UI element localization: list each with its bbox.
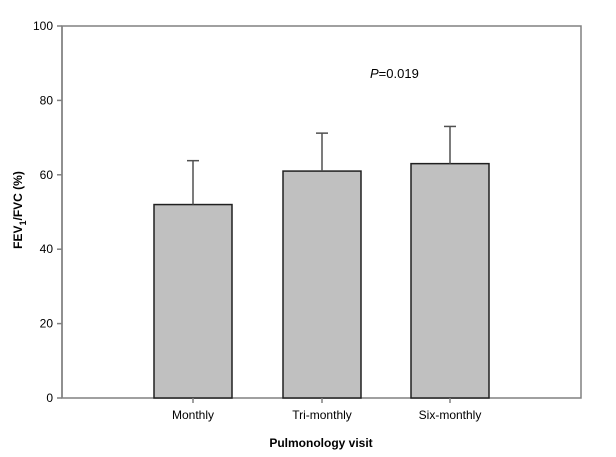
- bars: [153, 125, 490, 399]
- y-axis: 0 20 40 60 80 100: [33, 19, 63, 405]
- x-tick-label: Tri-monthly: [292, 408, 352, 422]
- y-axis-title: FEV1/FVC (%): [11, 171, 28, 249]
- y-tick-label: 60: [40, 168, 54, 182]
- y-tick-label: 40: [40, 242, 54, 256]
- y-tick-label: 80: [40, 93, 54, 107]
- y-tick-label: 100: [33, 19, 53, 33]
- y-tick-label: 20: [40, 317, 54, 331]
- bar-monthly: [153, 203, 233, 399]
- y-tick-label: 0: [46, 391, 53, 405]
- x-axis-title: Pulmonology visit: [269, 436, 372, 450]
- x-tick-label: Monthly: [172, 408, 214, 422]
- bar-tri-monthly: [282, 170, 362, 399]
- bar-six-monthly: [410, 162, 490, 399]
- x-tick-label: Six-monthly: [419, 408, 482, 422]
- y-axis-title-subscript: 1: [18, 220, 28, 225]
- p-value-annotation: P=0.019: [370, 66, 419, 81]
- x-axis: Monthly Tri-monthly Six-monthly: [172, 398, 481, 422]
